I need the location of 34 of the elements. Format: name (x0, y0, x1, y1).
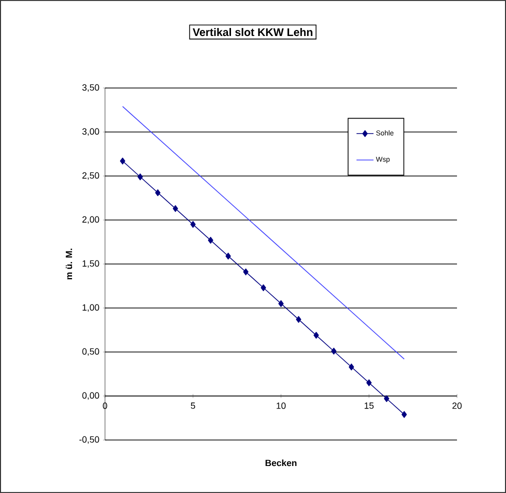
y-tick-label: 2,00 (82, 216, 100, 224)
point (366, 379, 372, 386)
y-tick-label: -0,50 (79, 436, 100, 444)
point (172, 205, 178, 212)
point (402, 411, 407, 418)
point (226, 252, 231, 260)
point (348, 364, 354, 370)
point (190, 221, 196, 228)
y-tick-label: 0,00 (82, 392, 100, 400)
point (314, 332, 319, 339)
point (155, 189, 160, 196)
point (278, 300, 284, 307)
y-tick-label: 3,00 (82, 128, 100, 136)
y-axis-title: m ü. M. (66, 248, 72, 280)
point (260, 284, 266, 292)
x-axis-title: Becken (266, 460, 296, 466)
x-tick-label: 15 (364, 402, 374, 409)
y-tick-label: 3,50 (82, 84, 100, 92)
x-tick-label: 0 (102, 402, 108, 409)
point (384, 395, 390, 402)
point (243, 268, 248, 276)
point (138, 173, 143, 180)
x-tick-label: 10 (276, 402, 286, 409)
y-tick-label: 1,00 (82, 304, 100, 312)
point (208, 236, 214, 244)
y-tick-label: 1,50 (82, 260, 100, 268)
point (120, 158, 126, 164)
point (331, 348, 336, 355)
point (296, 316, 302, 323)
x-tick-label: 5 (190, 402, 196, 409)
y-tick-label: 2,50 (82, 172, 100, 180)
y-tick-label: 0,50 (82, 348, 100, 356)
chart-title: Vertikal slot KKW Lehn (192, 28, 312, 36)
x-tick-label: 20 (452, 402, 462, 409)
